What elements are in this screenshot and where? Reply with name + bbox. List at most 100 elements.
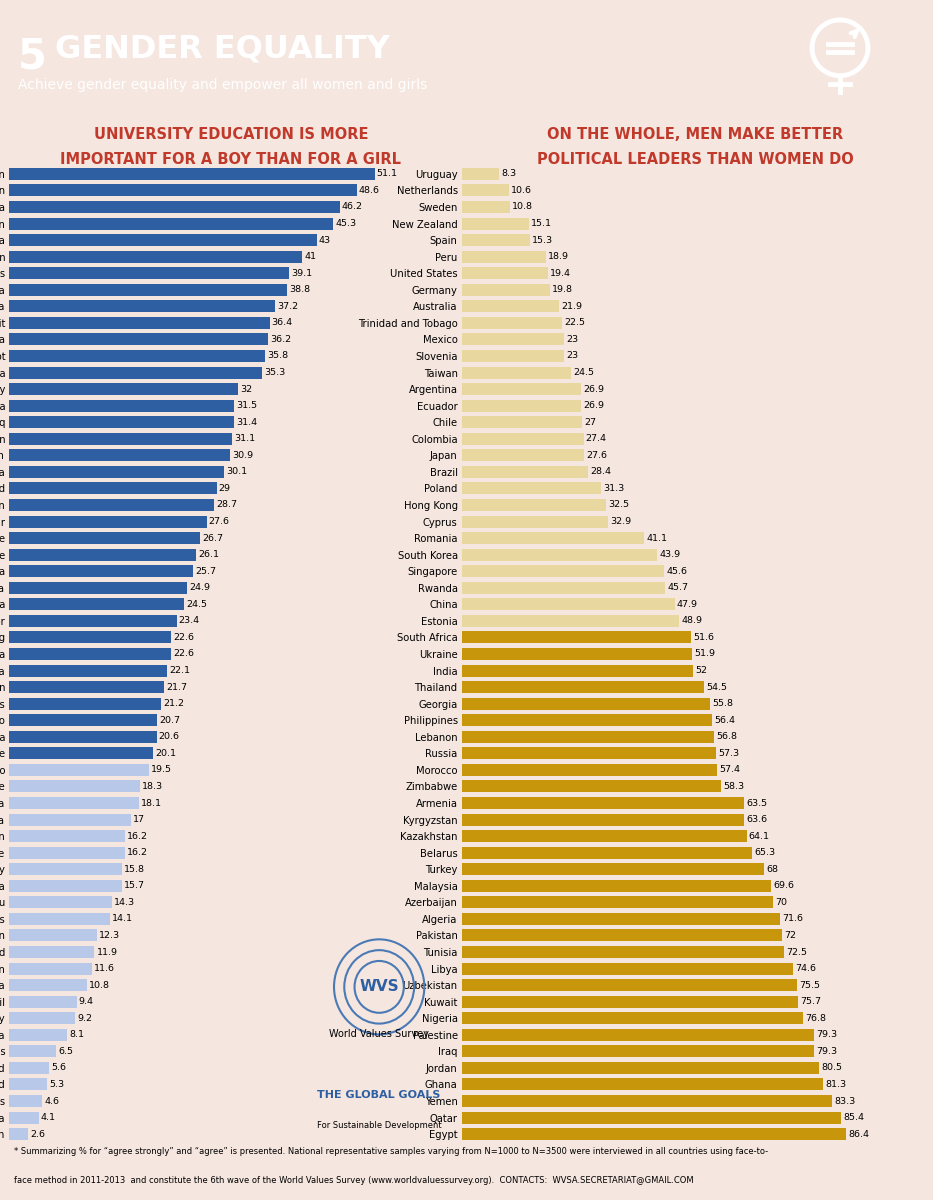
Bar	[9, 1079, 48, 1091]
Text: 23.4: 23.4	[179, 617, 200, 625]
Bar	[9, 797, 139, 809]
Bar	[9, 599, 185, 611]
Text: 4.6: 4.6	[45, 1097, 60, 1105]
Text: 54.5: 54.5	[706, 683, 727, 691]
Bar	[9, 979, 87, 991]
Bar	[9, 731, 157, 743]
Bar	[462, 1028, 815, 1040]
Text: 22.6: 22.6	[173, 649, 194, 659]
Bar	[462, 896, 773, 908]
Bar	[462, 648, 692, 660]
Text: 64.1: 64.1	[749, 832, 770, 841]
Text: 14.1: 14.1	[112, 914, 133, 923]
Bar	[9, 251, 302, 263]
Text: 23: 23	[566, 335, 578, 344]
Bar	[462, 697, 710, 709]
Bar	[462, 383, 581, 395]
Bar	[9, 582, 188, 594]
Text: 56.4: 56.4	[715, 715, 735, 725]
Bar	[462, 880, 771, 892]
Text: 19.5: 19.5	[151, 766, 172, 774]
Text: 5.6: 5.6	[51, 1063, 66, 1073]
Text: 46.2: 46.2	[341, 203, 363, 211]
Text: 75.5: 75.5	[800, 980, 820, 990]
Text: 20.1: 20.1	[155, 749, 176, 758]
Bar	[9, 1096, 42, 1106]
Bar	[462, 797, 744, 809]
Text: 15.7: 15.7	[124, 881, 145, 890]
Text: 30.1: 30.1	[227, 467, 248, 476]
Text: 27: 27	[584, 418, 596, 427]
Bar	[9, 714, 158, 726]
Text: 15.3: 15.3	[532, 235, 553, 245]
Text: WVS: WVS	[359, 979, 399, 995]
Bar	[462, 532, 645, 544]
Text: 72.5: 72.5	[787, 948, 807, 956]
Text: 26.9: 26.9	[583, 385, 605, 394]
Text: 76.8: 76.8	[805, 1014, 827, 1022]
Bar	[9, 350, 265, 362]
Bar	[462, 1062, 819, 1074]
Text: 28.4: 28.4	[591, 467, 611, 476]
Text: 31.3: 31.3	[603, 484, 624, 493]
Text: 15.1: 15.1	[531, 220, 552, 228]
Bar	[462, 548, 657, 560]
Text: 43: 43	[319, 235, 331, 245]
Text: 18.3: 18.3	[143, 782, 163, 791]
Bar	[9, 913, 110, 925]
Text: 26.7: 26.7	[202, 534, 223, 542]
Text: 72: 72	[784, 931, 796, 940]
Text: 19.4: 19.4	[550, 269, 571, 277]
Bar	[9, 1045, 56, 1057]
Bar	[9, 268, 289, 280]
Bar	[9, 697, 160, 709]
Text: 20.6: 20.6	[159, 732, 180, 742]
Bar	[462, 714, 713, 726]
Text: 20.7: 20.7	[160, 715, 180, 725]
Text: 27.4: 27.4	[586, 434, 606, 443]
Bar	[462, 1045, 815, 1057]
Text: 39.1: 39.1	[291, 269, 312, 277]
Text: 5.3: 5.3	[49, 1080, 64, 1088]
Text: Achieve gender equality and empower all women and girls: Achieve gender equality and empower all …	[18, 78, 427, 91]
Text: 31.1: 31.1	[234, 434, 255, 443]
Bar	[9, 830, 125, 842]
Text: 31.4: 31.4	[236, 418, 258, 427]
Bar	[9, 284, 286, 295]
Text: 6.5: 6.5	[58, 1046, 73, 1056]
Text: 69.6: 69.6	[773, 881, 794, 890]
Text: 31.5: 31.5	[237, 401, 258, 410]
Text: 2.6: 2.6	[30, 1129, 45, 1139]
Text: 79.3: 79.3	[816, 1031, 838, 1039]
Bar	[9, 631, 171, 643]
Text: 23: 23	[566, 352, 578, 360]
Bar	[462, 962, 793, 974]
Bar	[462, 234, 530, 246]
Text: 9.4: 9.4	[78, 997, 93, 1006]
Bar	[9, 863, 122, 875]
Text: 8.3: 8.3	[501, 169, 516, 179]
Bar	[462, 863, 764, 875]
Bar	[462, 614, 679, 626]
Text: 24.5: 24.5	[187, 600, 208, 608]
Bar	[9, 482, 216, 494]
Bar	[462, 400, 581, 412]
Text: 16.2: 16.2	[127, 848, 148, 857]
Bar	[462, 499, 606, 511]
Text: 17: 17	[133, 815, 145, 824]
Bar	[462, 416, 582, 428]
Bar	[9, 847, 125, 859]
Bar	[9, 433, 231, 445]
Text: 18.1: 18.1	[141, 798, 161, 808]
Text: 35.3: 35.3	[264, 368, 285, 377]
Bar	[462, 317, 562, 329]
Text: 45.6: 45.6	[667, 566, 688, 576]
Bar	[462, 748, 717, 760]
Bar	[462, 930, 782, 942]
Text: 35.8: 35.8	[268, 352, 288, 360]
Bar	[9, 234, 316, 246]
Text: 41: 41	[304, 252, 316, 262]
Bar	[462, 516, 608, 528]
Text: 70: 70	[775, 898, 787, 907]
Bar	[9, 930, 97, 942]
